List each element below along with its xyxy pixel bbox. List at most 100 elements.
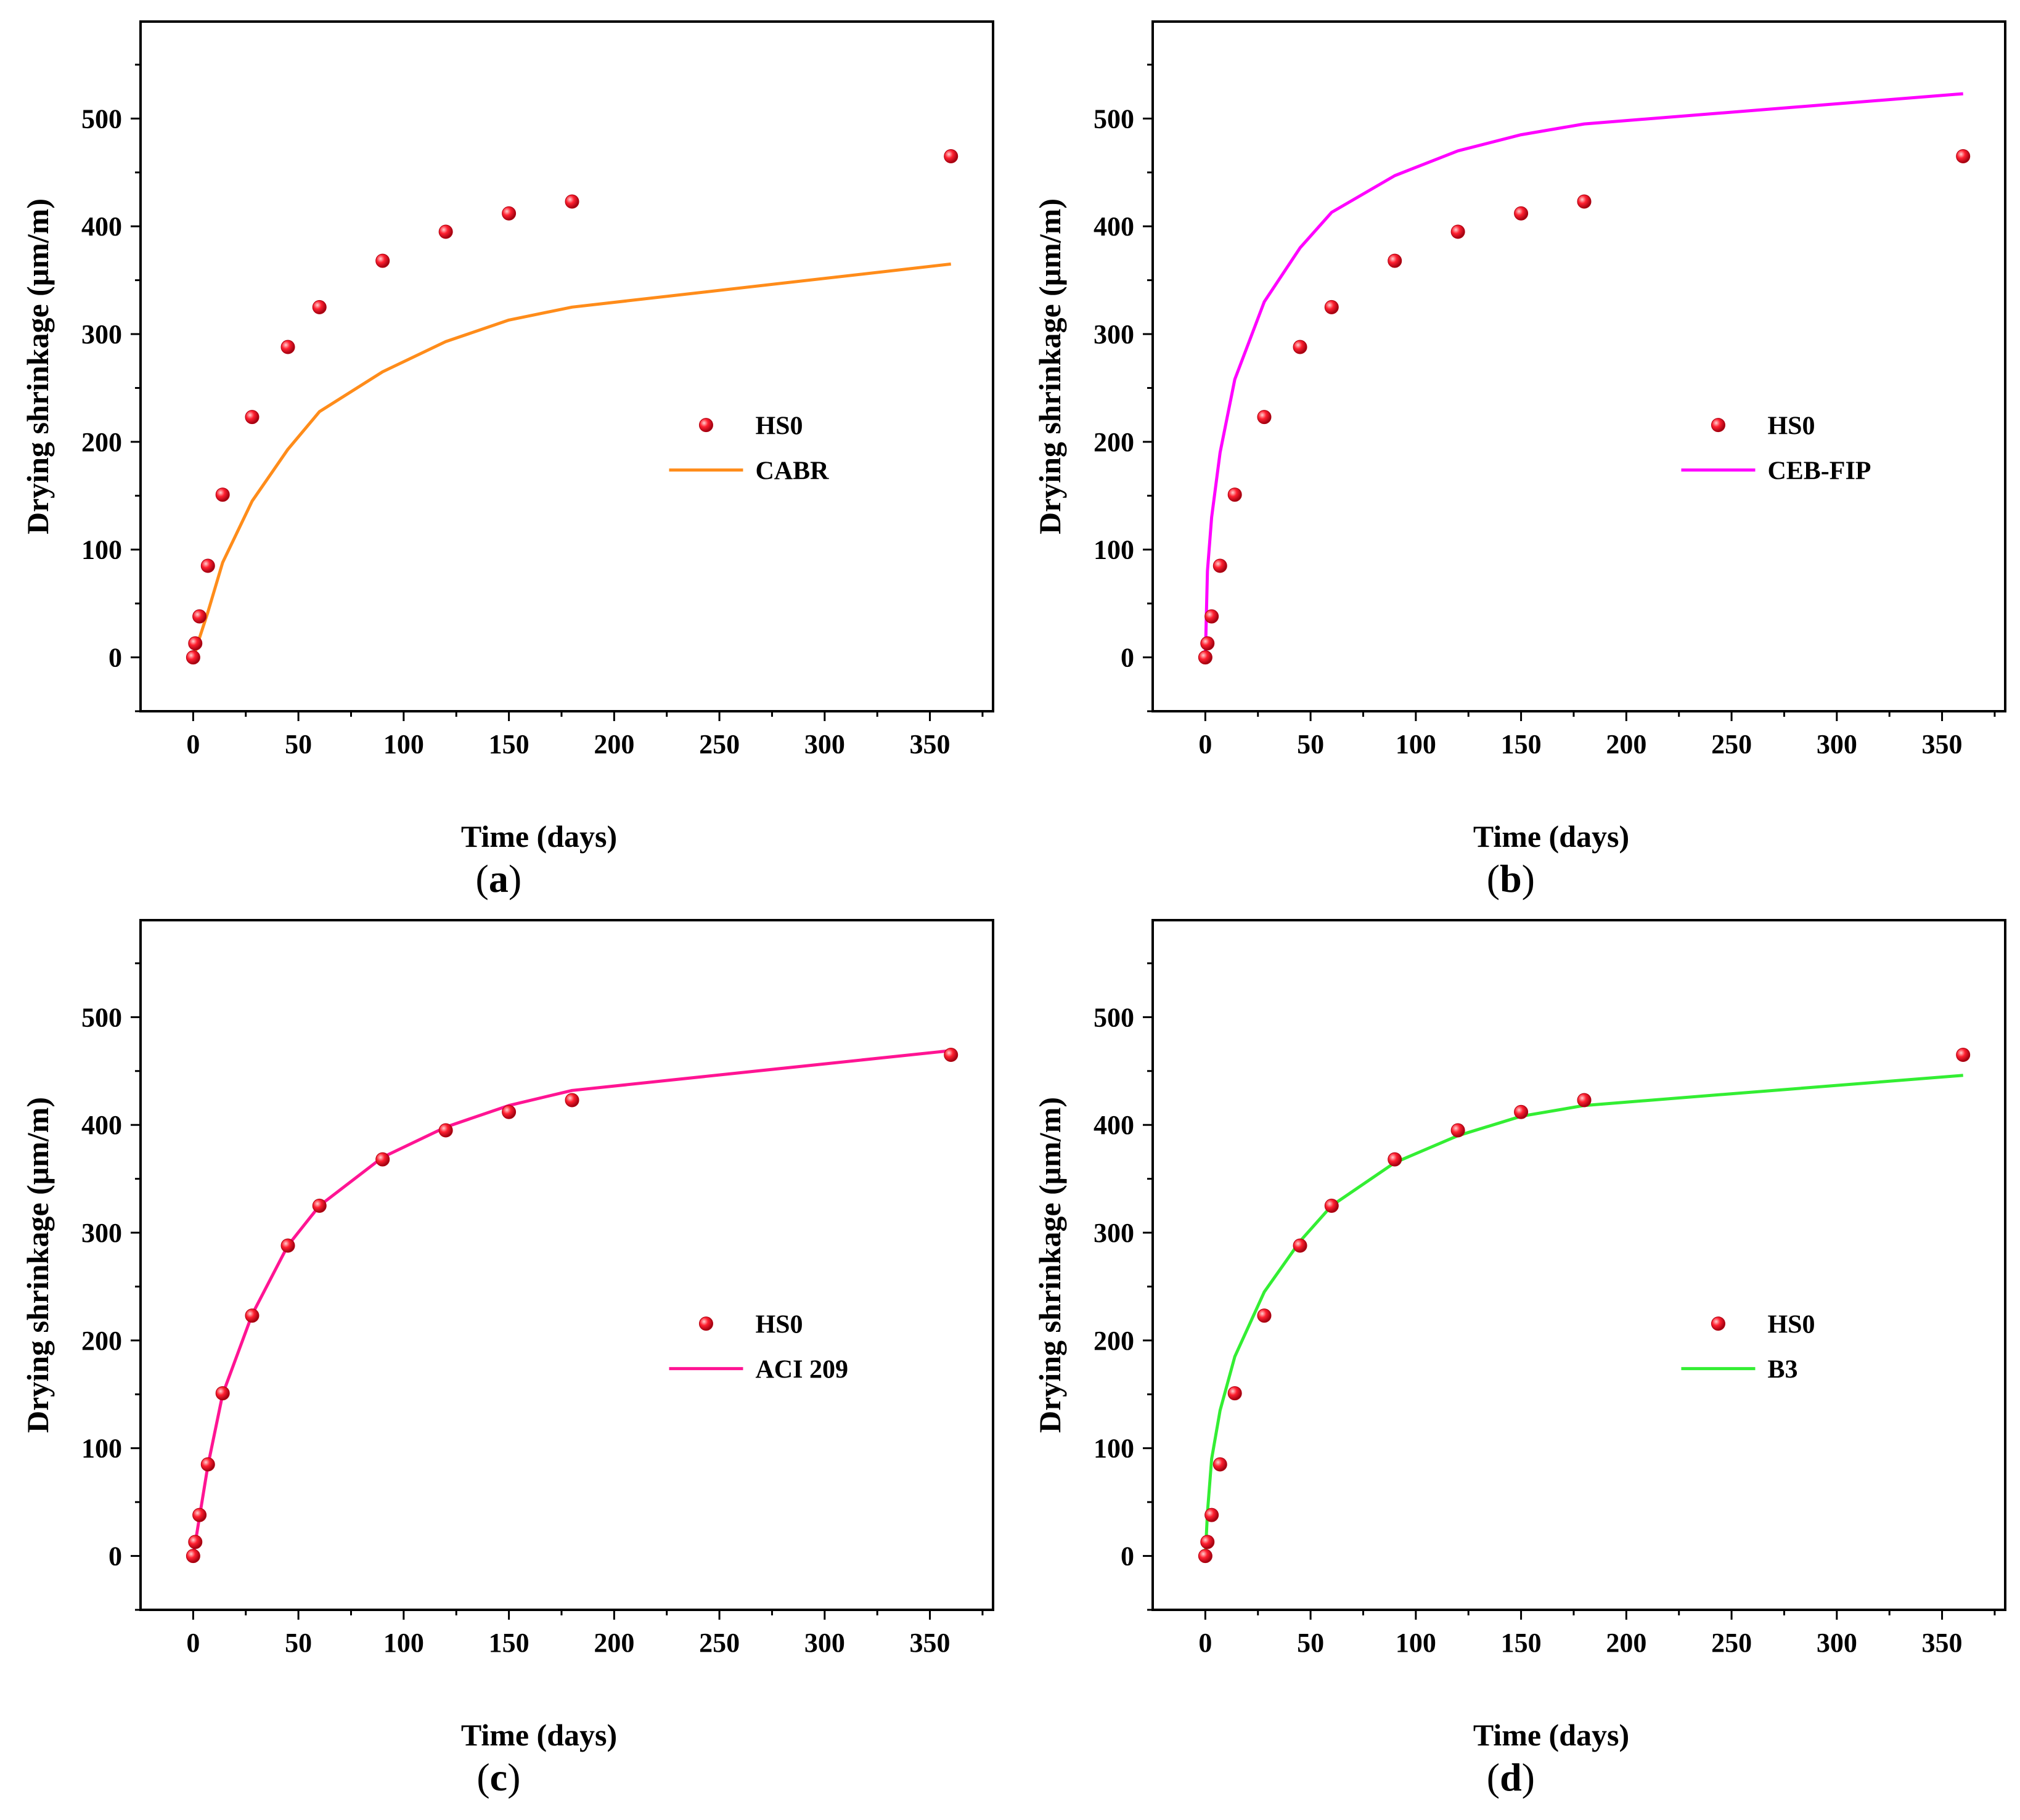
x-axis-title: Time (days) [461, 819, 617, 854]
data-point-hs0 [280, 1238, 295, 1253]
y-tick-label: 400 [1094, 211, 1134, 242]
data-point-hs0 [438, 1123, 453, 1138]
y-tick-label: 200 [1094, 427, 1134, 457]
y-tick-label: 400 [1094, 1110, 1134, 1140]
data-point-hs0 [375, 1152, 390, 1167]
x-tick-label: 200 [594, 1628, 634, 1658]
x-tick-label: 100 [1396, 729, 1436, 759]
panel-label: (d) [1487, 1755, 1535, 1799]
data-point-hs0 [192, 1508, 207, 1522]
x-tick-label: 200 [1606, 729, 1646, 759]
x-tick-label: 250 [699, 1628, 740, 1658]
x-tick-label: 100 [1396, 1628, 1436, 1658]
x-tick-label: 350 [910, 729, 951, 759]
x-tick-label: 100 [383, 1628, 424, 1658]
x-tick-label: 50 [285, 729, 312, 759]
x-tick-label: 300 [804, 729, 845, 759]
legend-label-hs0: HS0 [755, 1311, 803, 1339]
panel-letter: d [1500, 1755, 1522, 1799]
panel-paren-open: ( [1487, 1755, 1500, 1799]
plot-frame [139, 20, 994, 712]
data-point-hs0 [215, 488, 230, 502]
data-point-hs0 [1212, 1457, 1227, 1472]
x-tick-label: 0 [186, 1628, 200, 1658]
x-tick-label: 50 [1297, 729, 1324, 759]
y-tick-label: 0 [1121, 643, 1134, 673]
data-point-hs0 [1257, 410, 1272, 425]
y-tick-label: 200 [81, 1326, 122, 1356]
data-point-hs0 [438, 224, 453, 239]
data-point-hs0 [1450, 1123, 1465, 1138]
y-tick-label: 200 [1094, 1326, 1134, 1356]
data-point-hs0 [944, 1048, 959, 1063]
data-point-hs0 [1450, 224, 1465, 239]
data-point-hs0 [312, 300, 327, 314]
x-tick-label: 350 [1922, 1628, 1963, 1658]
data-point-hs0 [1514, 1104, 1529, 1119]
legend-label-model: B3 [1767, 1356, 1797, 1384]
y-axis-title: Drying shrinkage (μm/m) [1032, 198, 1067, 534]
panel-paren-open: ( [1487, 857, 1500, 900]
y-tick-label: 500 [81, 1002, 122, 1032]
x-axis-title: Time (days) [1473, 1718, 1629, 1752]
x-tick-label: 100 [383, 729, 424, 759]
x-axis-title: Time (days) [1473, 819, 1629, 854]
data-point-hs0 [312, 1198, 327, 1213]
y-tick-label: 0 [1121, 1541, 1134, 1572]
x-tick-label: 0 [1198, 729, 1212, 759]
y-tick-label: 0 [108, 1541, 122, 1572]
data-point-hs0 [186, 650, 200, 665]
panel-label: (c) [476, 1755, 520, 1799]
data-point-hs0 [1324, 1198, 1339, 1213]
data-point-hs0 [1388, 1152, 1402, 1167]
legend-marker-hs0 [1711, 1316, 1725, 1331]
x-tick-label: 350 [910, 1628, 951, 1658]
y-tick-label: 500 [1094, 1002, 1134, 1032]
y-tick-label: 400 [81, 211, 122, 242]
y-tick-label: 300 [1094, 1218, 1134, 1248]
legend-marker-hs0 [1711, 418, 1725, 433]
data-point-hs0 [1198, 1549, 1212, 1564]
panel-paren-close: ) [509, 857, 521, 900]
data-point-hs0 [1204, 1508, 1219, 1522]
y-tick-label: 300 [81, 1218, 122, 1248]
x-tick-label: 150 [1501, 729, 1542, 759]
x-tick-label: 250 [699, 729, 740, 759]
plot-frame [1151, 919, 2006, 1611]
series-line-cabr [192, 262, 951, 658]
data-point-hs0 [200, 558, 215, 573]
x-axis-title: Time (days) [461, 1718, 617, 1752]
data-point-hs0 [245, 410, 260, 425]
x-tick-label: 200 [594, 729, 634, 759]
data-point-hs0 [215, 1386, 230, 1401]
series-line-aci-209 [191, 1049, 951, 1556]
x-tick-label: 50 [1297, 1628, 1324, 1658]
series-line-b3 [1203, 1074, 1963, 1556]
data-point-hs0 [1514, 206, 1529, 221]
chart-panel-d: 0 50 100 150 200 250 300 350 0 100 200 300 400 500 Tim… [1032, 919, 2006, 1799]
y-tick-label: 300 [81, 319, 122, 349]
panel-letter: c [490, 1755, 507, 1799]
data-point-hs0 [1577, 1093, 1592, 1108]
x-tick-label: 150 [489, 1628, 530, 1658]
data-point-hs0 [1227, 488, 1242, 502]
plot-frame [1151, 20, 2006, 712]
data-point-hs0 [502, 206, 517, 221]
y-tick-label: 100 [1094, 535, 1134, 565]
data-point-hs0 [1293, 1238, 1307, 1253]
data-point-hs0 [200, 1457, 215, 1472]
data-point-hs0 [565, 1093, 579, 1108]
data-point-hs0 [1956, 149, 1971, 164]
legend-label-hs0: HS0 [755, 412, 803, 441]
panel-paren-open: ( [476, 857, 489, 900]
data-point-hs0 [186, 1549, 200, 1564]
x-tick-label: 300 [1817, 1628, 1857, 1658]
x-tick-label: 50 [285, 1628, 312, 1658]
legend-label-model: CEB-FIP [1767, 457, 1871, 486]
y-tick-label: 200 [81, 427, 122, 457]
chart-panel-a: 0 50 100 150 200 250 300 350 0 100 200 300 400 500 Tim… [20, 20, 994, 900]
data-point-hs0 [1577, 194, 1592, 209]
x-tick-label: 150 [1501, 1628, 1542, 1658]
plot-frame [139, 919, 994, 1611]
